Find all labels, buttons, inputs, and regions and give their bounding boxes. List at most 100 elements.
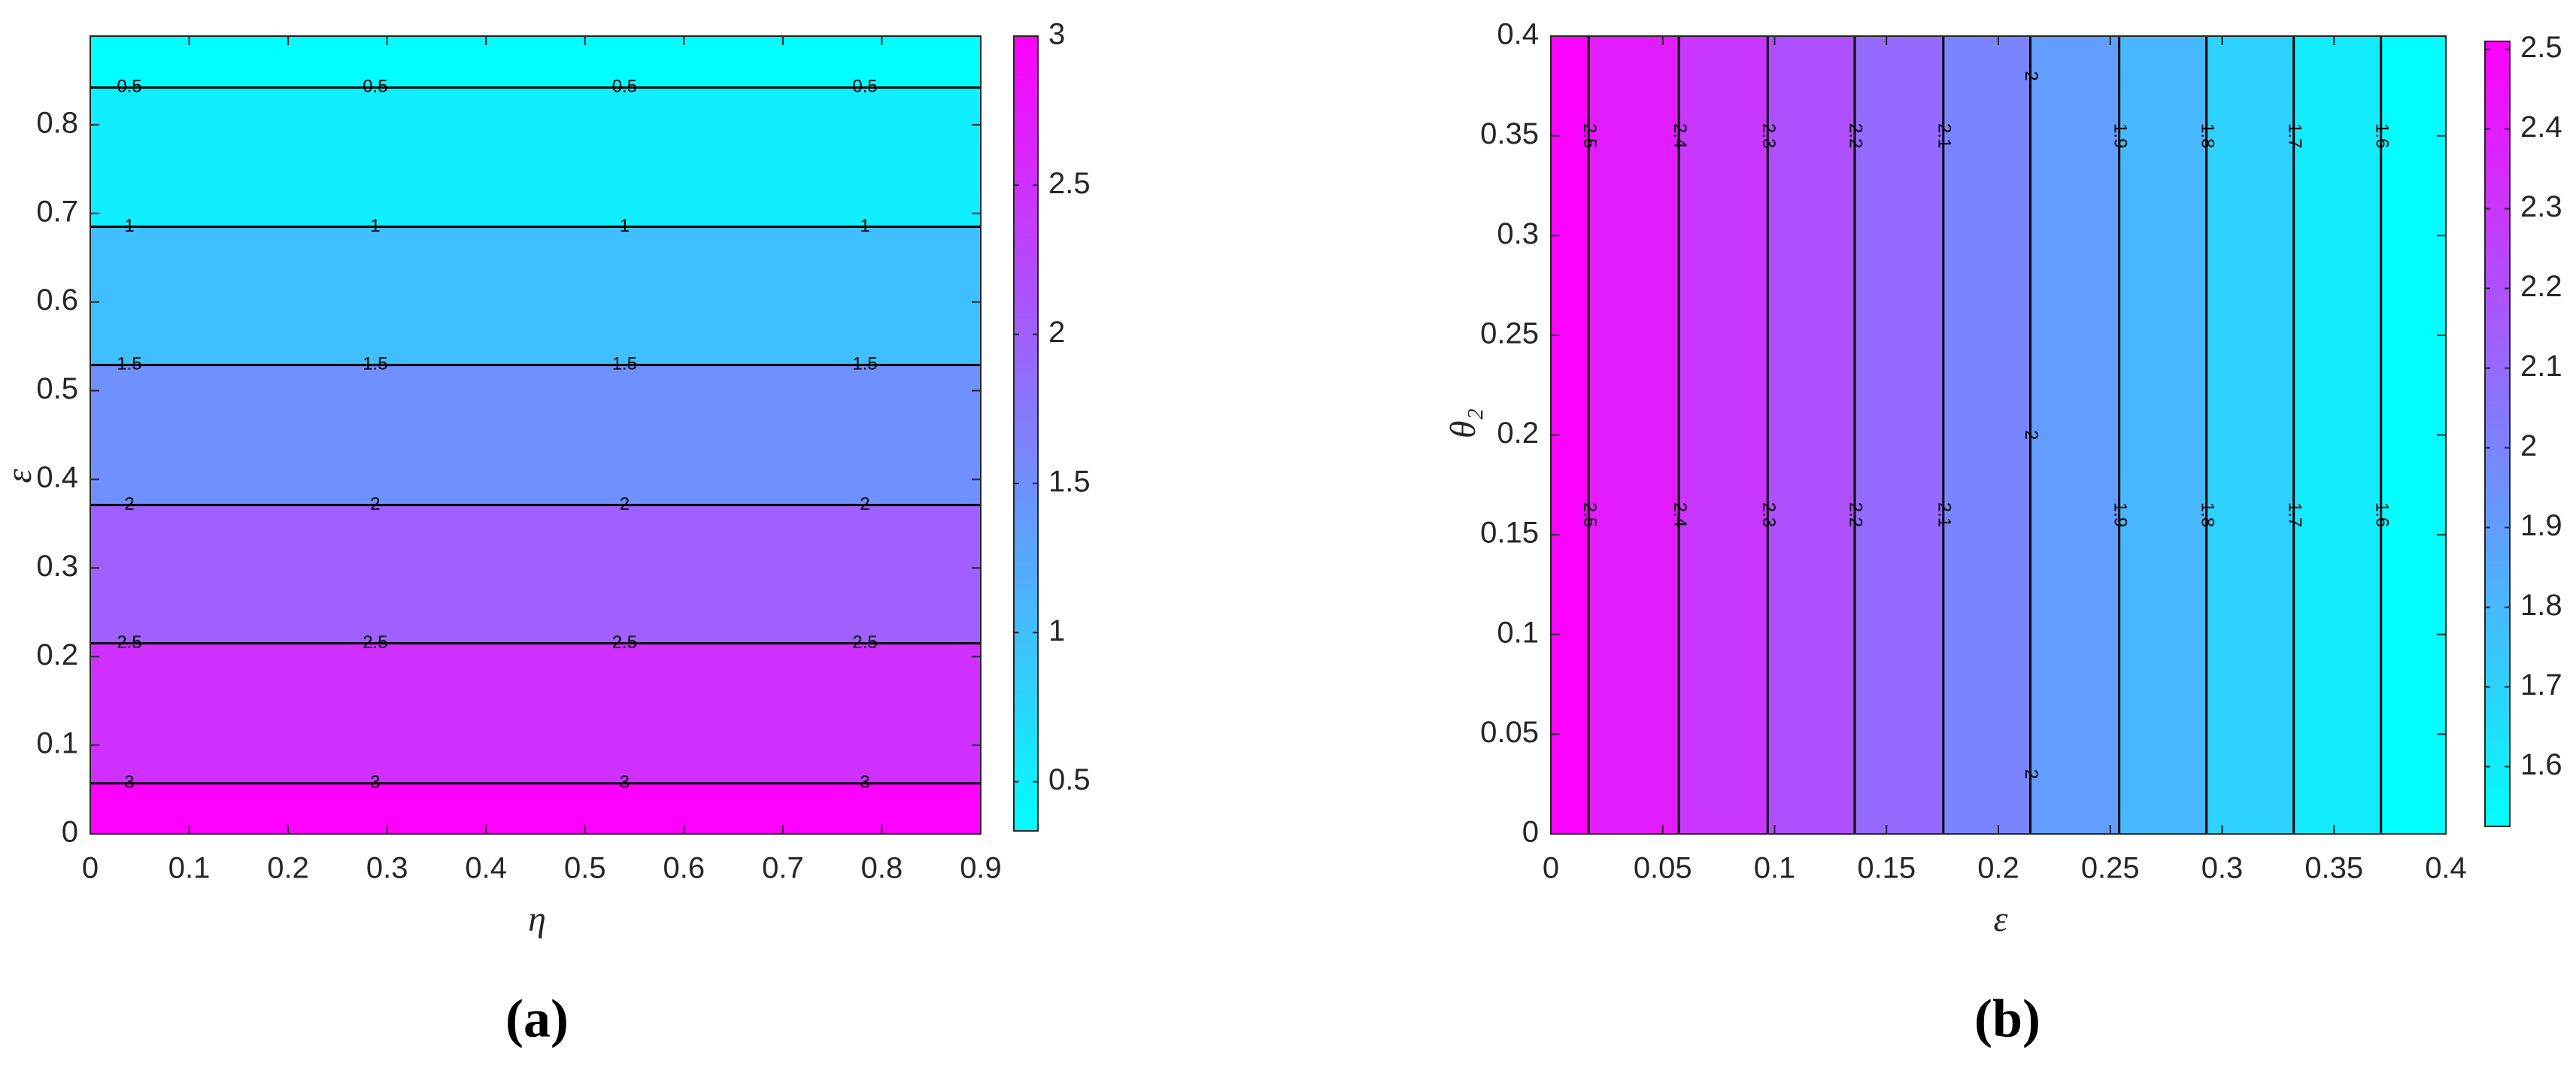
contour-label: 2 <box>620 494 630 514</box>
x-tick-label: 0.2 <box>267 852 309 885</box>
contour-label: 2.5 <box>363 632 387 653</box>
contour-label: 1.9 <box>2110 502 2130 527</box>
contour-label: 3 <box>370 772 380 793</box>
x-tick-label: 0.3 <box>366 852 408 885</box>
contour-label: 2 <box>2021 71 2041 80</box>
contour-label: 2.3 <box>1758 502 1779 527</box>
y-tick-label: 0 <box>1522 816 1539 849</box>
contour-label: 2.2 <box>1846 123 1866 148</box>
x-tick-label: 0 <box>82 852 99 885</box>
colorbar <box>2484 41 2511 827</box>
colorbar <box>1013 35 1039 832</box>
y-tick-label: 0.35 <box>1480 117 1539 150</box>
contour-label: 1 <box>860 216 869 236</box>
contour-band <box>2119 36 2207 834</box>
contour-band <box>90 643 981 784</box>
contour-label: 1.7 <box>2284 123 2304 148</box>
contour-label: 2 <box>124 494 134 514</box>
y-tick-label: 0.6 <box>36 283 78 317</box>
y-tick-label: 0.5 <box>36 372 78 405</box>
colorbar-tick-label: 1 <box>1048 614 1065 647</box>
y-tick-label: 0.1 <box>1497 616 1539 649</box>
contour-label: 1 <box>124 216 134 236</box>
contour-label: 2.1 <box>1934 123 1954 148</box>
colorbar-tick-label: 2.4 <box>2520 111 2562 144</box>
contour-label: 0.5 <box>117 77 141 97</box>
y-tick-label: 0.25 <box>1480 317 1539 350</box>
contour-label: 1.5 <box>852 354 877 374</box>
contour-band <box>2380 36 2446 834</box>
x-tick-label: 0.3 <box>2201 852 2244 885</box>
contour-band <box>2293 36 2381 834</box>
colorbar-tick-label: 1.6 <box>2520 748 2562 781</box>
caption: (a) <box>505 989 569 1049</box>
x-tick-label: 0.9 <box>960 852 1002 885</box>
x-tick-label: 0 <box>1543 852 1559 885</box>
colorbar-tick-label: 2.5 <box>1048 167 1091 200</box>
y-tick-label: 0.3 <box>1497 217 1539 250</box>
contour-band <box>90 36 981 88</box>
x-tick-label: 0.35 <box>2304 852 2363 885</box>
contour-label: 2.5 <box>1579 502 1600 527</box>
contour-label: 2.1 <box>1934 502 1954 527</box>
contour-label: 2.5 <box>852 632 877 653</box>
contour-label: 1.8 <box>2197 502 2217 527</box>
colorbar-tick-label: 1.9 <box>2520 509 2562 542</box>
contour-label: 2.3 <box>1758 123 1779 148</box>
contour-label: 3 <box>124 772 134 793</box>
contour-label: 1 <box>620 216 630 236</box>
contour-label: 2.5 <box>612 632 637 653</box>
contour-label: 0.5 <box>612 77 637 97</box>
x-tick-label: 0.2 <box>1977 852 2019 885</box>
colorbar-tick-label: 3 <box>1048 18 1065 51</box>
x-tick-label: 0.4 <box>465 852 507 885</box>
x-tick-label: 0.1 <box>1754 852 1796 885</box>
contour-label: 1.5 <box>117 354 141 374</box>
y-tick-label: 0.8 <box>36 106 78 139</box>
contour-label: 2.4 <box>1670 123 1690 148</box>
contour-label: 1.9 <box>2110 123 2130 148</box>
y-tick-label: 0.2 <box>1497 417 1539 450</box>
contour-label: 1.5 <box>612 354 637 374</box>
contour-band <box>1588 36 1679 834</box>
y-tick-label: 0.7 <box>36 195 78 228</box>
contour-band <box>2030 36 2119 834</box>
contour-label: 2 <box>2021 430 2041 440</box>
y-tick-label: 0.05 <box>1480 716 1539 749</box>
contour-band <box>1943 36 2031 834</box>
colorbar-tick-label: 2.2 <box>2520 270 2562 303</box>
y-tick-label: 0.15 <box>1480 517 1539 550</box>
x-tick-label: 0.05 <box>1634 852 1692 885</box>
contour-label: 1.6 <box>2371 123 2392 148</box>
colorbar-tick-label: 2 <box>1048 316 1065 349</box>
colorbar-tick-label: 2.1 <box>2520 350 2562 383</box>
x-tick-label: 0.7 <box>762 852 804 885</box>
contour-band <box>2206 36 2294 834</box>
x-axis-label: η <box>528 899 546 939</box>
y-tick-label: 0.1 <box>36 727 78 760</box>
contour-label: 3 <box>860 772 869 793</box>
y-tick-label: 0.4 <box>36 461 78 494</box>
contour-label: 2.2 <box>1846 502 1866 527</box>
x-tick-label: 0.4 <box>2425 852 2467 885</box>
y-tick-label: 0 <box>62 816 78 849</box>
contour-label: 1.8 <box>2197 123 2217 148</box>
y-tick-label: 0.4 <box>1497 18 1539 51</box>
contour-label: 3 <box>620 772 630 793</box>
colorbar-tick-label: 1.7 <box>2520 668 2562 702</box>
colorbar-tick-label: 1.5 <box>1048 465 1091 498</box>
contour-label: 0.5 <box>852 77 877 97</box>
contour-band <box>90 87 981 227</box>
contour-label: 1 <box>370 216 380 236</box>
contour-label: 2 <box>370 494 380 514</box>
contour-label: 1.6 <box>2371 502 2392 527</box>
contour-label: 1.7 <box>2284 502 2304 527</box>
caption: (b) <box>1974 989 2040 1049</box>
contour-label: 2 <box>860 494 869 514</box>
colorbar-tick-label: 2.5 <box>2520 31 2562 64</box>
colorbar-tick-label: 2.3 <box>2520 190 2562 223</box>
colorbar-tick-label: 2 <box>2520 429 2537 462</box>
colorbar-tick-label: 0.5 <box>1048 763 1091 796</box>
contour-band <box>90 505 981 644</box>
